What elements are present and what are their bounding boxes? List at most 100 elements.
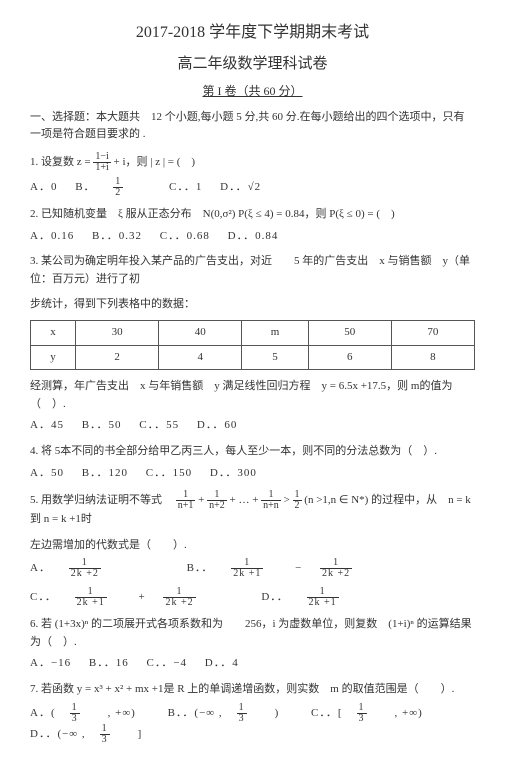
q1-b-frac: 1 2 (113, 177, 137, 198)
subtitle: 第 I 卷（共 60 分） (30, 82, 475, 101)
d: n+1 (176, 501, 196, 511)
n: 1 (237, 703, 247, 714)
cell: 30 (76, 320, 159, 345)
pre: D．．(−∞ , (30, 726, 86, 744)
q7-opt-c: C．．[ 13 , +∞) (311, 703, 437, 724)
fb: 13 (237, 703, 261, 724)
q2-opt-b: B．．0.32 (92, 228, 142, 246)
d: 2k +1 (231, 569, 263, 579)
q5-f3: 1n+n (261, 490, 281, 511)
q6-opt-a: A．−16 (30, 655, 71, 673)
cell: m (242, 320, 308, 345)
section-1-header: 一、选择题：本大题共 12 个小题,每小题 5 分,共 60 分.在每小题给出的… (30, 109, 475, 144)
q4-opt-b: B．．120 (82, 465, 128, 483)
fa: 12k +2 (69, 558, 115, 579)
q5-f1: 1n+1 (176, 490, 196, 511)
title-year: 2017-2018 学年度下学期期末考试 (30, 20, 475, 46)
fd: 12k +1 (307, 587, 353, 608)
pre: B．．(−∞ , (168, 705, 223, 723)
d: 3 (100, 735, 110, 745)
fd: 13 (100, 724, 124, 745)
d: 2k +1 (307, 598, 339, 608)
q3-opt-a: A．45 (30, 417, 64, 435)
pre: D．． (261, 589, 288, 607)
q1-opt-a: A．0 (30, 179, 57, 197)
n: 1 (100, 724, 110, 735)
table-row: y 2 4 5 6 8 (31, 345, 475, 370)
q5-options-2: C．． 12k +1 + 12k +2 D．． 12k +1 (30, 587, 475, 608)
fa: 13 (70, 703, 94, 724)
cell: 5 (242, 345, 308, 370)
q1-frac: 1−i 1+i (93, 152, 110, 173)
q3-opt-d: D．．60 (197, 417, 237, 435)
q2-opt-c: C．．0.68 (160, 228, 210, 246)
pre: C．． (30, 589, 57, 607)
post: ] (138, 726, 143, 744)
question-1: 1. 设复数 z = 1−i 1+i + i，则 | z | = ( ) (30, 152, 475, 173)
cell-x: x (31, 320, 76, 345)
pre: B．． (187, 560, 214, 578)
d: 3 (70, 714, 80, 724)
n: 1 (70, 703, 80, 714)
question-3-line1: 3. 某公司为确定明年投入某产品的广告支出，对近 5 年的广告支出 x 与销售额… (30, 253, 475, 288)
cell: 2 (76, 345, 159, 370)
q6-opt-b: B．．16 (89, 655, 129, 673)
q1-b-pre: B． (75, 179, 95, 197)
q4-opt-c: C．．150 (146, 465, 192, 483)
q5-opt-b: B．． 12k +1 − 12k +2 (187, 558, 381, 579)
cell: 4 (159, 345, 242, 370)
pre: C．．[ (311, 705, 343, 723)
q1-opt-b: B． 1 2 (75, 177, 151, 198)
q5-f4: 12 (293, 490, 302, 511)
q1-frac-den: 1+i (93, 163, 110, 173)
q4-opt-d: D．．300 (210, 465, 257, 483)
question-6: 6. 若 (1+3x)ⁿ 的二项展开式各项系数和为 256，i 为虚数单位，则复… (30, 616, 475, 651)
q1-text-b: + i，则 | z | = ( ) (114, 156, 196, 168)
fc: 13 (357, 703, 381, 724)
q7-opt-d: D．．(−∞ , 13] (30, 724, 156, 745)
q6-options: A．−16 B．．16 C．．−4 D．．4 (30, 655, 475, 673)
q5-options-1: A． 12k +2 B．． 12k +1 − 12k +2 (30, 558, 475, 579)
n: 1 (357, 703, 367, 714)
fb1: 12k +1 (231, 558, 277, 579)
q3-opt-c: C．．55 (139, 417, 179, 435)
dots: + … + (230, 494, 262, 506)
fb2: 12k +2 (320, 558, 366, 579)
q5-opt-d: D．． 12k +1 (261, 587, 366, 608)
q5-opt-c: C．． 12k +1 + 12k +2 (30, 587, 224, 608)
d: 2k +2 (69, 569, 101, 579)
d: 2k +2 (320, 569, 352, 579)
post: , +∞) (108, 705, 136, 723)
cell-y: y (31, 345, 76, 370)
q1-b-den: 2 (113, 188, 123, 198)
question-7: 7. 若函数 y = x³ + x² + mx +1是 R 上的单调递增函数，则… (30, 681, 475, 699)
q7-opt-a: A．(13 , +∞) (30, 703, 150, 724)
q1-text-a: 1. 设复数 z = (30, 156, 93, 168)
q6-opt-d: D．．4 (205, 655, 239, 673)
cell: 40 (159, 320, 242, 345)
plus-icon: + (198, 494, 207, 506)
d: 3 (357, 714, 367, 724)
q3-options: A．45 B．．50 C．．55 D．．60 (30, 417, 475, 435)
q7-options: A．(13 , +∞) B．．(−∞ , 13) C．．[13 , +∞) D．… (30, 703, 475, 745)
q3-table: x 30 40 m 50 70 y 2 4 5 6 8 (30, 320, 475, 370)
title-grade: 高二年级数学理科试卷 (30, 52, 475, 76)
q6-opt-c: C．．−4 (147, 655, 188, 673)
question-2: 2. 已知随机变量 ξ 服从正态分布 N(0,σ²) P(ξ ≤ 4) = 0.… (30, 206, 475, 224)
d: 2k +2 (163, 598, 195, 608)
q2-options: A．0.16 B．．0.32 C．．0.68 D．．0.84 (30, 228, 475, 246)
d: 2 (293, 501, 302, 511)
q7-opt-b: B．．(−∞ , 13) (168, 703, 294, 724)
q5-f2: 1n+2 (207, 490, 227, 511)
gt-icon: > (284, 494, 293, 506)
d: 3 (237, 714, 247, 724)
q2-opt-d: D．．0.84 (228, 228, 279, 246)
d: n+n (261, 501, 281, 511)
q1-opt-d: D．．√2 (220, 179, 261, 197)
q4-options: A．50 B．．120 C．．150 D．．300 (30, 465, 475, 483)
exam-page: 2017-2018 学年度下学期期末考试 高二年级数学理科试卷 第 I 卷（共 … (0, 0, 505, 773)
post: ) (275, 705, 280, 723)
question-3-line3: 经测算，年广告支出 x 与年销售额 y 满足线性回归方程 y = 6.5x +1… (30, 378, 475, 413)
post: , +∞) (395, 705, 423, 723)
q4-opt-a: A．50 (30, 465, 64, 483)
